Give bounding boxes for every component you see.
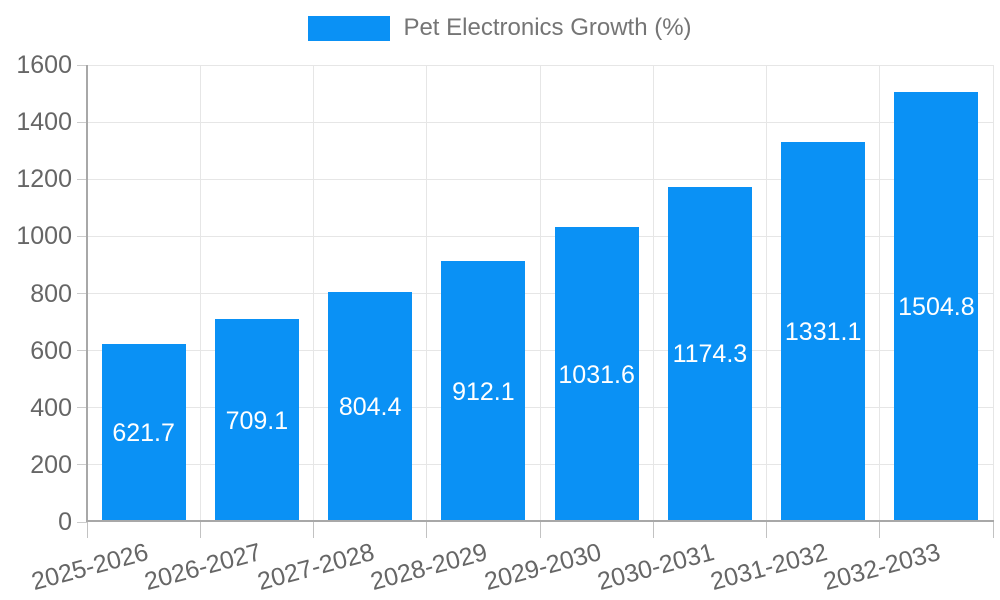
bar [667, 186, 752, 522]
bar-value-label: 621.7 [112, 419, 175, 448]
x-gridline [199, 65, 201, 522]
legend-label: Pet Electronics Growth (%) [403, 14, 692, 41]
x-gridline [879, 65, 881, 522]
y-tick-label: 1000 [16, 222, 72, 251]
y-tick-mark [77, 350, 87, 352]
bar-value-label: 804.4 [338, 393, 402, 422]
bar-value-label: 912.1 [452, 377, 515, 406]
y-tick-mark [77, 521, 87, 523]
x-tick-mark [313, 522, 314, 538]
y-tick-label: 200 [30, 450, 72, 479]
x-gridline [652, 65, 654, 522]
bar [101, 344, 186, 522]
y-tick-label: 1200 [16, 165, 72, 194]
y-tick-mark [77, 64, 87, 66]
x-gridline [426, 65, 428, 522]
y-tick-label: 800 [30, 279, 72, 308]
y-tick-mark [77, 464, 87, 466]
x-gridline [313, 65, 314, 522]
bar [214, 319, 299, 522]
bar [781, 141, 866, 522]
y-axis-line [86, 65, 88, 522]
y-tick-mark [77, 407, 87, 409]
y-tick-mark [77, 293, 87, 294]
legend-swatch [308, 15, 391, 41]
bar-value-label: 1031.6 [558, 360, 635, 389]
x-gridline [766, 65, 767, 522]
y-tick-label: 0 [58, 508, 72, 536]
x-tick-mark [766, 522, 767, 538]
x-axis-line [86, 520, 994, 522]
y-tick-mark [77, 178, 87, 180]
x-tick-mark [539, 522, 541, 538]
x-tick-mark [992, 522, 994, 538]
x-tick-mark [199, 522, 201, 538]
y-tick-label: 1600 [16, 51, 72, 79]
x-gridline [992, 65, 994, 522]
x-tick-mark [426, 522, 428, 538]
bar [441, 261, 526, 522]
legend: Pet Electronics Growth (%) [0, 14, 1000, 42]
x-tick-mark [652, 522, 654, 538]
x-gridline [539, 65, 541, 522]
x-tick-mark [879, 522, 881, 538]
y-tick-mark [77, 235, 87, 237]
bar [894, 92, 979, 522]
y-tick-label: 400 [30, 393, 72, 422]
bar-value-label: 709.1 [225, 406, 289, 435]
bar-value-label: 1331.1 [784, 317, 862, 346]
bar [328, 292, 413, 522]
y-tick-label: 600 [30, 336, 72, 365]
bar-value-label: 1504.8 [898, 293, 975, 322]
x-tick-mark [86, 522, 88, 538]
bar-value-label: 1174.3 [672, 340, 748, 369]
y-tick-mark [77, 121, 87, 123]
y-tick-label: 1400 [16, 108, 72, 137]
bar [554, 227, 639, 522]
plot-area: 0 200 400 600 800 1000 1200 1400 1600 621.7 2025-2… [16, 51, 994, 596]
